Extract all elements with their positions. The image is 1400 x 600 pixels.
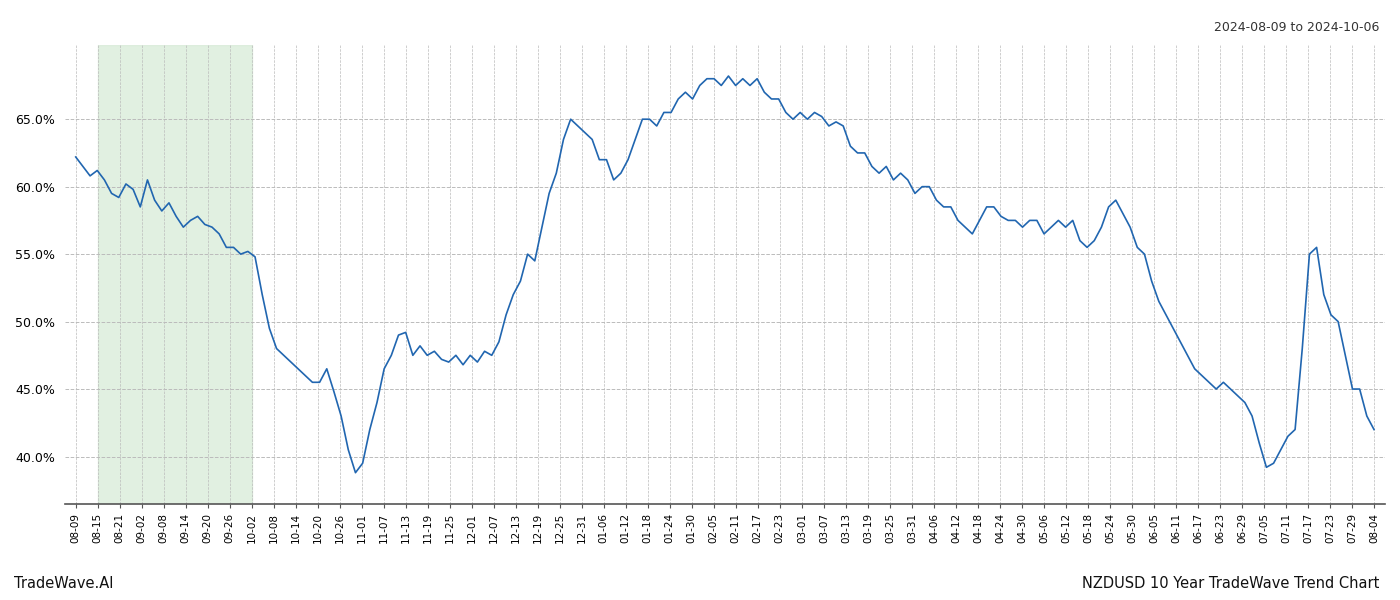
Bar [98,45,252,504]
Text: TradeWave.AI: TradeWave.AI [14,576,113,591]
Text: NZDUSD 10 Year TradeWave Trend Chart: NZDUSD 10 Year TradeWave Trend Chart [1082,576,1379,591]
Text: 2024-08-09 to 2024-10-06: 2024-08-09 to 2024-10-06 [1214,21,1379,34]
